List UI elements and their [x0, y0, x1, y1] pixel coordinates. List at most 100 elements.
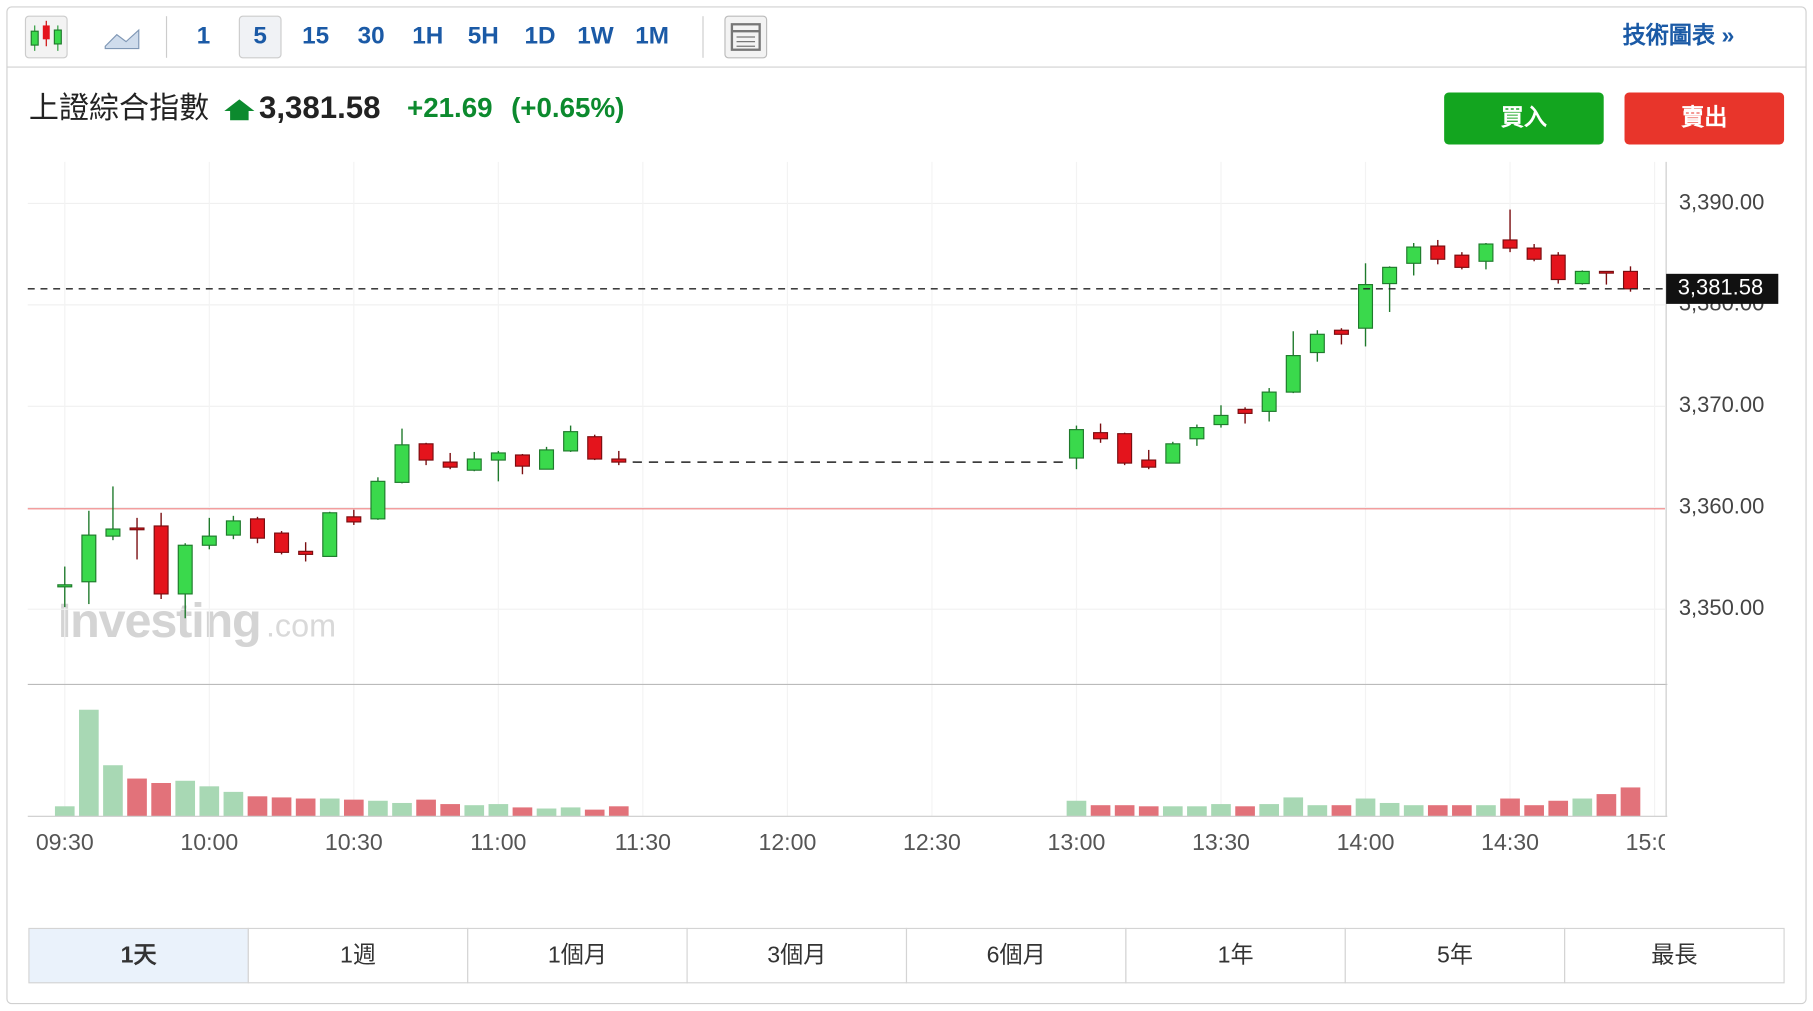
volume-bar — [103, 765, 123, 817]
volume-bar — [1355, 798, 1376, 817]
volume-bar — [1187, 806, 1207, 817]
candle-icon[interactable] — [24, 15, 68, 59]
candle-body — [249, 518, 265, 539]
change-pct: (+0.65%) — [511, 92, 624, 123]
interval-label: 1M — [635, 22, 669, 49]
volume-bar — [1307, 805, 1328, 817]
candle-body — [1550, 254, 1566, 281]
x-tick-label: 12:30 — [903, 829, 961, 855]
volume-bar — [295, 798, 316, 817]
x-tick-label: 11:00 — [470, 829, 526, 855]
candle-body — [346, 516, 362, 523]
range-tabs: 1天 1週 1個月 3個月 6個月 1年 5年 最長 — [28, 927, 1785, 984]
candle-body — [1622, 270, 1639, 290]
y-tick-label: 3,360.00 — [1679, 494, 1764, 519]
interval-label: 5H — [468, 22, 499, 49]
volume-bar — [1548, 800, 1569, 817]
candle-body — [1285, 355, 1301, 393]
x-tick-label: 13:00 — [1048, 829, 1106, 855]
line-icon[interactable] — [104, 28, 140, 50]
volume-bar — [488, 804, 509, 817]
candle-body — [514, 454, 530, 467]
candle-body — [1117, 433, 1133, 464]
volume-bar — [271, 797, 292, 817]
candle-body — [1068, 429, 1084, 459]
y-tick-label: 3,350.00 — [1679, 595, 1764, 620]
volume-bar — [584, 809, 605, 817]
price-tag-label: 3,381.58 — [1678, 275, 1763, 300]
range-tab-bg — [1125, 927, 1346, 984]
range-tab[interactable]: 6個月 — [905, 927, 1127, 984]
range-tab-bg — [467, 927, 688, 984]
range-tab[interactable]: 最長 — [1564, 927, 1785, 984]
candle-body — [490, 452, 506, 461]
volume-bar — [79, 709, 99, 817]
candle-body — [81, 534, 97, 583]
change: +21.69 — [407, 92, 493, 123]
buy-label: 買入 — [1501, 104, 1547, 130]
range-tab[interactable]: 5年 — [1344, 927, 1566, 984]
volume-bar — [127, 778, 147, 817]
volume-bar — [464, 805, 485, 817]
candle-body — [1526, 247, 1542, 260]
volume-bar — [151, 782, 171, 817]
candle-body — [370, 480, 386, 520]
buy-button[interactable]: 買入 — [1444, 92, 1604, 145]
volume-bar — [247, 796, 268, 817]
x-tick-label: 13:30 — [1192, 829, 1250, 855]
candle-body — [153, 525, 169, 595]
candle-body — [1430, 245, 1446, 260]
volume-bar — [54, 806, 75, 817]
volume-bar — [1066, 800, 1087, 817]
volume-bar — [1500, 798, 1520, 817]
interval-label: 1H — [412, 22, 443, 49]
range-tab[interactable]: 3個月 — [686, 927, 908, 984]
candle-body — [129, 527, 145, 531]
interval-button[interactable]: 15 — [302, 22, 329, 49]
intervals: 1 5 15 30 1H 5H 1D 1W 1M — [197, 15, 669, 59]
x-tick-label: 14:30 — [1481, 829, 1539, 855]
interval-button[interactable]: 5 — [238, 15, 282, 59]
last-price: 3,381.58 — [259, 90, 380, 125]
interval-button[interactable]: 1H — [412, 22, 443, 49]
range-tab-bg — [905, 927, 1127, 984]
volume-bar — [608, 806, 629, 817]
candle-body — [587, 436, 603, 460]
range-tab-label: 1週 — [340, 941, 376, 967]
buy-bg — [1444, 92, 1604, 145]
volume-bar — [1283, 797, 1304, 817]
candle-body — [1358, 284, 1374, 329]
interval-button[interactable]: 1D — [524, 22, 555, 49]
volume-bar — [1403, 805, 1424, 817]
candle-body — [1598, 270, 1614, 274]
candle-body — [394, 444, 410, 483]
x-tick-label: 10:00 — [180, 829, 238, 855]
candle-body — [1093, 432, 1109, 440]
volume-bar — [223, 791, 244, 817]
interval-button[interactable]: 1 — [197, 22, 211, 49]
range-tab[interactable]: 1年 — [1125, 927, 1346, 984]
sell-button[interactable]: 賣出 — [1624, 92, 1785, 145]
watermark: Investing — [58, 594, 261, 648]
volume-bar — [199, 786, 220, 817]
interval-button[interactable]: 1M — [635, 22, 669, 49]
range-tab[interactable]: 1週 — [247, 927, 469, 984]
volume-bar — [1114, 805, 1135, 817]
range-tab[interactable]: 1個月 — [467, 927, 688, 984]
interval-button[interactable]: 5H — [468, 22, 499, 49]
interval-button[interactable]: 30 — [358, 22, 385, 49]
sell-label: 賣出 — [1681, 104, 1727, 130]
candle-body — [322, 512, 338, 557]
candle-body — [1502, 239, 1518, 249]
technical-chart-link[interactable]: 技術圖表 » — [1623, 22, 1735, 48]
range-tab-label: 3個月 — [767, 941, 826, 967]
interval-label: 30 — [358, 22, 385, 49]
x-tick-label: 09:30 — [36, 829, 94, 855]
range-tab-label: 最長 — [1651, 941, 1697, 967]
volume-bar — [416, 799, 436, 817]
table-icon[interactable] — [724, 15, 768, 59]
interval-button[interactable]: 1W — [577, 22, 613, 49]
candle-body — [1141, 459, 1157, 468]
range-tab[interactable]: 1天 — [28, 927, 249, 984]
